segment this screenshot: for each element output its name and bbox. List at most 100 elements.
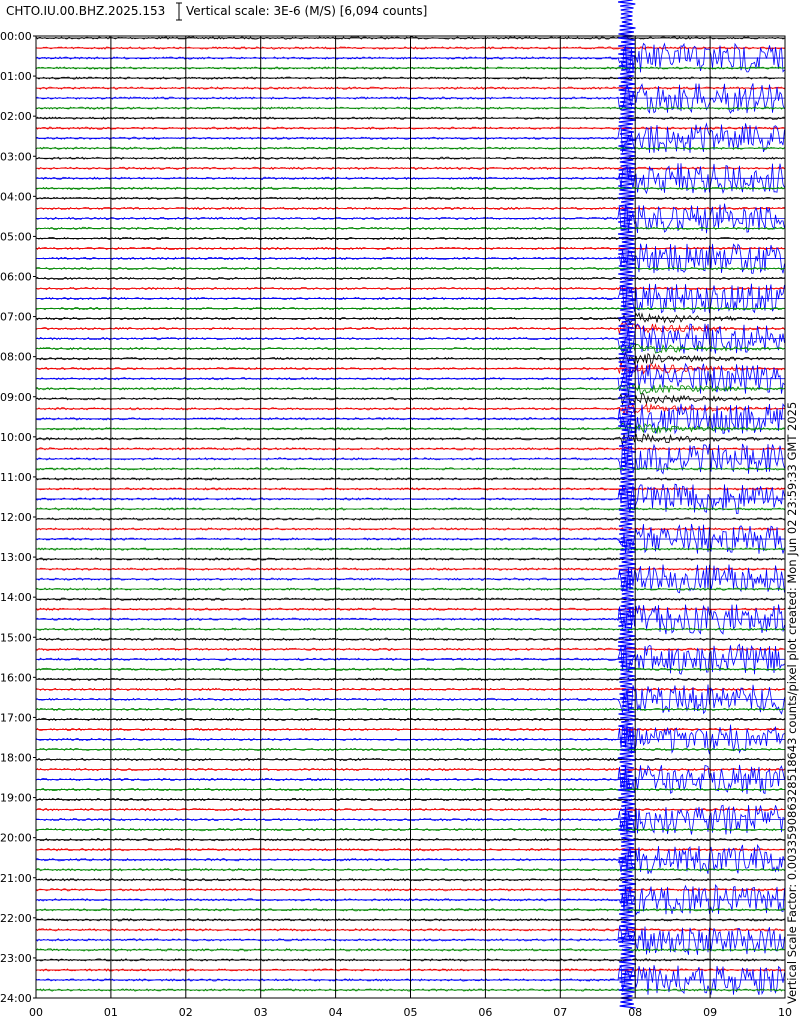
trace — [35, 83, 785, 114]
trace — [35, 362, 785, 394]
trace — [35, 342, 785, 354]
trace — [35, 403, 785, 435]
trace — [35, 236, 785, 241]
trace — [35, 226, 785, 231]
trace — [35, 351, 785, 365]
x-label: 10 — [778, 1006, 792, 1019]
trace — [35, 46, 785, 50]
trace — [35, 156, 785, 160]
trace — [35, 382, 785, 395]
trace — [35, 667, 785, 672]
trace — [35, 567, 785, 571]
y-label: 18:00 — [0, 752, 32, 765]
y-label: 08:00 — [0, 351, 32, 364]
trace — [35, 843, 785, 875]
y-label: 12:00 — [0, 511, 32, 524]
y-label: 00:00 — [0, 30, 32, 43]
trace — [35, 557, 785, 561]
trace — [35, 286, 785, 291]
trace — [35, 837, 785, 842]
y-label: 23:00 — [0, 952, 32, 965]
y-label: 14:00 — [0, 591, 32, 604]
trace — [35, 312, 785, 324]
trace — [35, 908, 785, 912]
y-label: 24:00 — [0, 992, 32, 1005]
station-label: CHTO.IU.00.BHZ.2025.153 — [6, 4, 165, 18]
trace — [35, 86, 785, 90]
trace — [35, 717, 785, 722]
y-label: 22:00 — [0, 912, 32, 925]
trace — [35, 422, 785, 435]
x-label: 04 — [329, 1006, 343, 1019]
y-label: 20:00 — [0, 832, 32, 845]
y-label: 19:00 — [0, 792, 32, 805]
trace — [35, 764, 785, 795]
y-label: 10:00 — [0, 431, 32, 444]
y-label: 15:00 — [0, 631, 32, 644]
trace — [35, 402, 785, 416]
trace — [35, 306, 785, 311]
y-label: 21:00 — [0, 872, 32, 885]
x-label: 09 — [703, 1006, 717, 1019]
y-label: 16:00 — [0, 671, 32, 684]
trace — [35, 163, 785, 195]
scale-bar — [176, 2, 182, 21]
trace — [35, 66, 785, 71]
trace — [35, 606, 785, 611]
trace — [35, 867, 785, 872]
y-label: 09:00 — [0, 391, 32, 404]
trace — [35, 888, 785, 892]
trace — [35, 125, 785, 130]
x-label: 02 — [179, 1006, 193, 1019]
trace — [35, 122, 785, 153]
x-label: 05 — [404, 1006, 418, 1019]
trace — [35, 677, 785, 682]
y-label: 01:00 — [0, 70, 32, 83]
trace — [35, 968, 785, 972]
trace — [35, 597, 785, 601]
y-label: 13:00 — [0, 551, 32, 564]
plot-frame — [35, 35, 786, 999]
trace — [35, 687, 785, 692]
trace — [35, 203, 785, 234]
trace — [35, 166, 785, 171]
trace — [35, 507, 785, 512]
trace — [35, 804, 785, 835]
trace — [35, 483, 785, 515]
trace — [35, 433, 785, 446]
trace — [35, 724, 785, 755]
trace — [35, 243, 785, 274]
trace — [35, 604, 785, 635]
trace — [35, 186, 785, 191]
trace — [35, 757, 785, 762]
x-label: 00 — [29, 1006, 43, 1019]
trace — [35, 361, 785, 375]
y-label: 04:00 — [0, 190, 32, 203]
x-label: 06 — [478, 1006, 492, 1019]
trace — [35, 76, 785, 80]
trace — [35, 926, 785, 955]
trace — [35, 587, 785, 591]
y-label: 05:00 — [0, 230, 32, 243]
y-label: 02:00 — [0, 110, 32, 123]
trace — [35, 323, 785, 354]
trace — [35, 527, 785, 531]
y-label: 03:00 — [0, 150, 32, 163]
trace — [35, 467, 785, 471]
trace — [35, 523, 785, 554]
trace — [35, 684, 785, 715]
trace — [35, 847, 785, 852]
trace — [35, 42, 785, 73]
quake-burst — [617, 0, 637, 1009]
trace — [35, 146, 785, 151]
scale-label: Vertical scale: 3E-6 (M/S) [6,094 counts… — [186, 4, 427, 18]
trace — [35, 927, 785, 932]
y-label: 17:00 — [0, 711, 32, 724]
trace — [35, 787, 785, 792]
trace — [35, 948, 785, 952]
trace — [35, 487, 785, 491]
trace — [35, 918, 785, 922]
x-label: 01 — [104, 1006, 118, 1019]
trace — [35, 807, 785, 812]
